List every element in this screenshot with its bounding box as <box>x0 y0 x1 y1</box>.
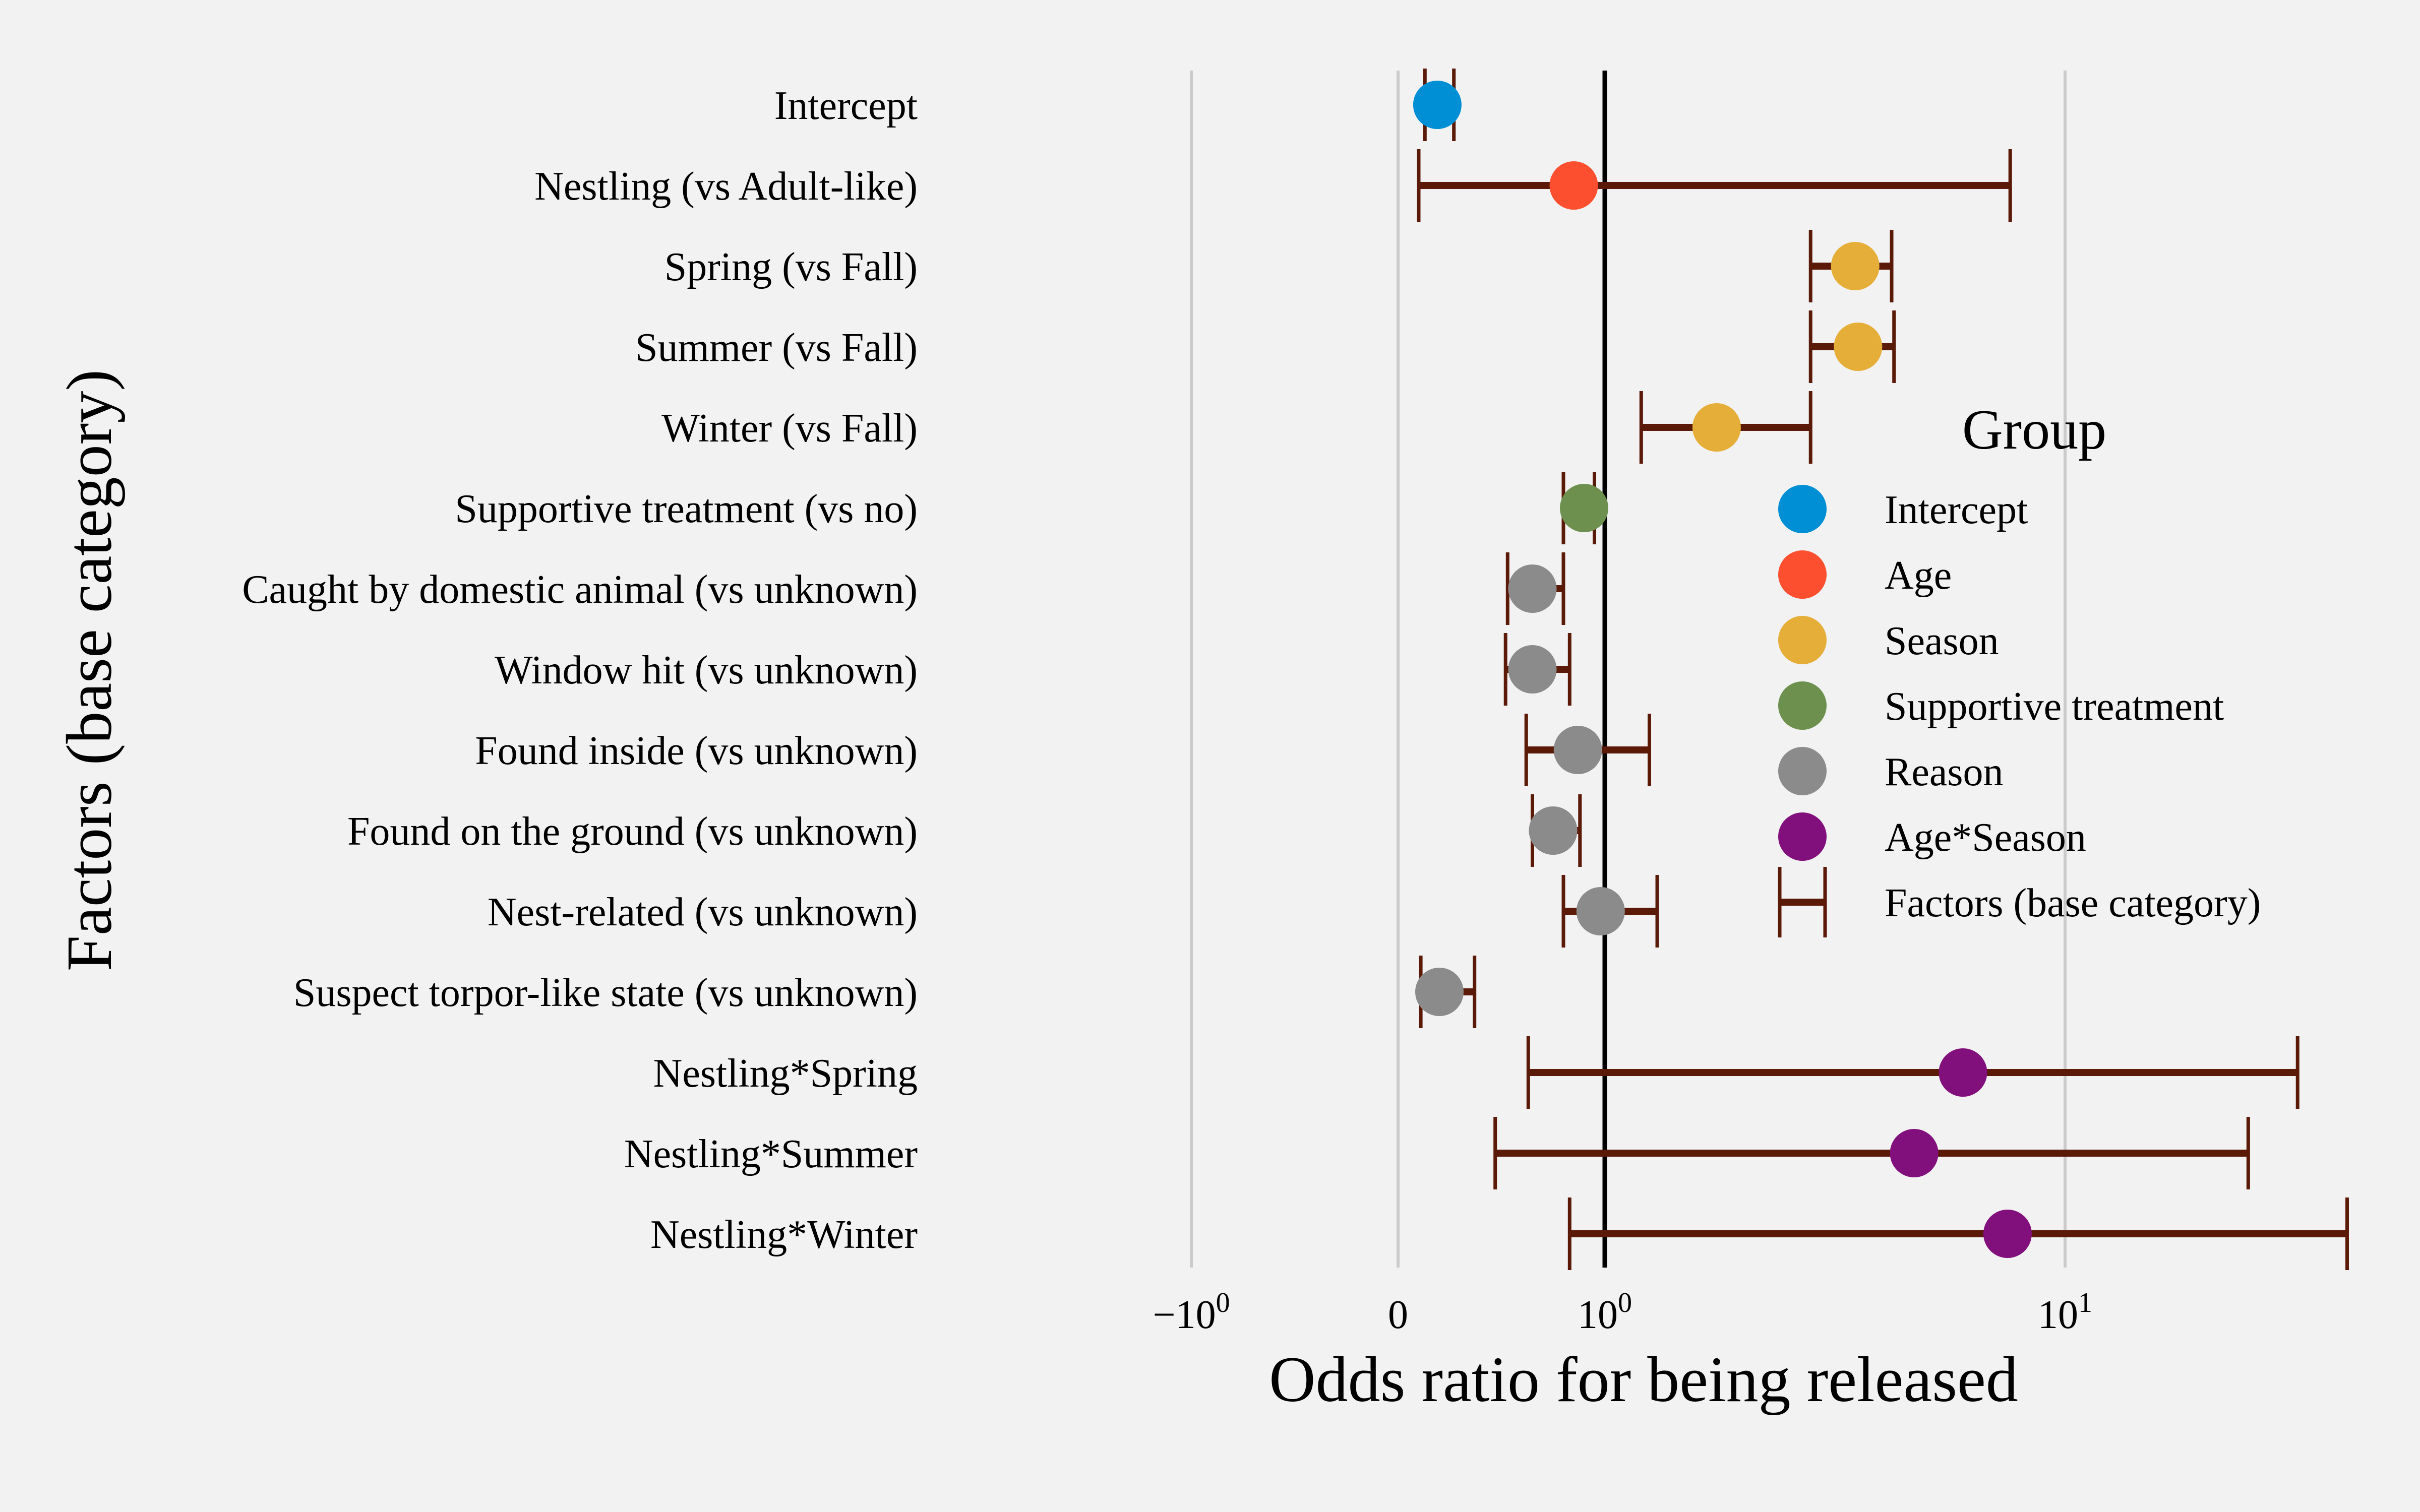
legend-marker <box>1778 812 1827 861</box>
y-tick-label-10: Nest-related (vs unknown) <box>488 890 918 934</box>
point-6 <box>1508 564 1557 613</box>
legend-label: Reason <box>1885 750 2004 794</box>
y-tick-label-9: Found on the ground (vs unknown) <box>347 809 918 854</box>
legend-marker <box>1778 681 1827 730</box>
x-tick-label-3: 101 <box>2038 1287 2092 1337</box>
point-7 <box>1508 645 1557 694</box>
error-bar-1 <box>1417 149 2012 222</box>
point-8 <box>1553 726 1602 774</box>
point-3 <box>1834 323 1883 371</box>
y-tick-label-5: Supportive treatment (vs no) <box>455 487 918 531</box>
y-tick-label-0: Intercept <box>774 84 918 128</box>
legend-title: Group <box>1962 399 2106 461</box>
y-tick-labels: Intercept Nestling (vs Adult-like) Spring … <box>242 84 918 1257</box>
legend-label: Intercept <box>1885 488 2028 532</box>
point-estimates <box>1413 81 2032 1258</box>
y-axis-label: Factors (base category) <box>53 369 125 971</box>
legend-item-3: Supportive treatment <box>1778 681 2224 730</box>
point-10 <box>1576 887 1625 935</box>
legend-label: Age <box>1885 553 1952 598</box>
legend-label: Season <box>1885 619 1999 663</box>
legend-marker <box>1778 550 1827 599</box>
x-axis-label: Odds ratio for being released <box>1269 1344 2018 1415</box>
error-bar-13 <box>1493 1117 2250 1189</box>
y-tick-label-3: Summer (vs Fall) <box>635 326 918 370</box>
legend: Group Intercept Age Season Supportive treat… <box>1778 399 2261 937</box>
point-14 <box>1983 1210 2032 1258</box>
x-tick-label-1: 0 <box>1388 1293 1408 1337</box>
legend-item-2: Season <box>1778 616 1999 664</box>
point-0 <box>1413 81 1462 129</box>
y-tick-label-14: Nestling*Winter <box>650 1213 918 1257</box>
legend-item-4: Reason <box>1778 747 2004 795</box>
x-tick-labels: −100 0 100 101 <box>1153 1287 2092 1337</box>
legend-marker <box>1778 747 1827 795</box>
legend-marker <box>1778 616 1827 664</box>
legend-item-5: Age*Season <box>1778 812 2086 861</box>
legend-item-1: Age <box>1778 550 1952 599</box>
point-2 <box>1831 242 1880 290</box>
y-tick-label-1: Nestling (vs Adult-like) <box>534 164 918 209</box>
point-5 <box>1560 484 1608 532</box>
y-tick-label-7: Window hit (vs unknown) <box>495 648 918 692</box>
y-tick-label-12: Nestling*Spring <box>653 1051 918 1096</box>
y-tick-label-2: Spring (vs Fall) <box>664 245 918 289</box>
y-tick-label-4: Winter (vs Fall) <box>661 406 918 451</box>
y-tick-label-8: Found inside (vs unknown) <box>475 729 918 773</box>
error-bar-14 <box>1567 1198 2349 1270</box>
error-bar-12 <box>1526 1036 2300 1109</box>
point-4 <box>1692 403 1741 452</box>
y-tick-label-11: Suspect torpor-like state (vs unknown) <box>293 971 918 1015</box>
point-1 <box>1549 161 1598 210</box>
legend-item-errorbar: Factors (base category) <box>1778 867 2261 937</box>
y-tick-label-6: Caught by domestic animal (vs unknown) <box>242 568 918 612</box>
point-12 <box>1939 1048 1987 1097</box>
x-tick-label-2: 100 <box>1578 1287 1632 1337</box>
point-13 <box>1890 1129 1939 1177</box>
point-11 <box>1415 968 1464 1016</box>
x-tick-label-0: −100 <box>1153 1287 1230 1337</box>
legend-item-0: Intercept <box>1778 485 2028 533</box>
y-tick-label-13: Nestling*Summer <box>624 1132 918 1176</box>
legend-label: Supportive treatment <box>1885 684 2224 729</box>
point-9 <box>1529 806 1578 855</box>
legend-label: Age*Season <box>1885 815 2086 860</box>
legend-marker <box>1778 485 1827 533</box>
legend-label: Factors (base category) <box>1885 881 2261 925</box>
